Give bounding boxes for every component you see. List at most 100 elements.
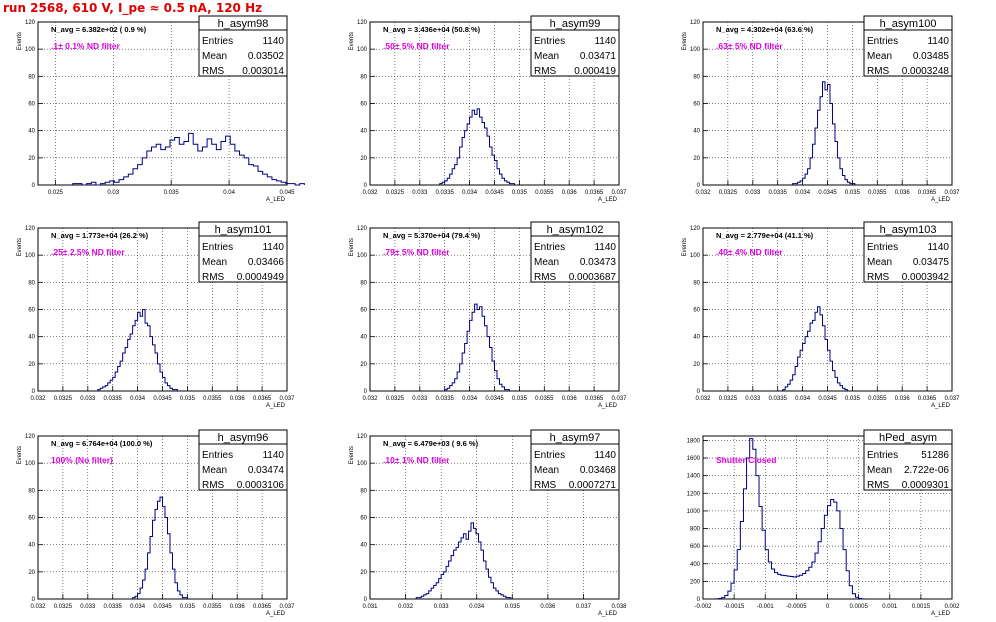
- x-tick-label: 0.036: [562, 190, 578, 196]
- histogram-name: h_asym96: [218, 432, 269, 444]
- y-tick-label: 0: [32, 597, 36, 603]
- stats-box: [530, 443, 620, 491]
- histogram-panel-h_asym98: 0.025 0.03 0.035 0.04 0.045 0 20 40 60 80 100 120Ev…: [17, 15, 305, 203]
- navg-text: N_avg = 1.773e+04 (26.2 %): [51, 231, 149, 240]
- filter-annotation: .1± 0.1% ND filter: [51, 41, 121, 51]
- x-tick-label: 0.036: [230, 604, 246, 610]
- stats-label: Mean: [534, 51, 559, 62]
- histogram-series: [439, 108, 515, 185]
- stats-value: 0.000419: [574, 66, 616, 77]
- stats-value: 0.03466: [248, 257, 285, 268]
- navg-text: N_avg = 6.382e+02 ( 0.9 %): [51, 25, 147, 34]
- x-tick-label: 0.034: [130, 396, 146, 402]
- y-tick-label: 0: [364, 389, 368, 395]
- x-tick-label: 0.0355: [868, 396, 887, 402]
- x-tick-label: 0.032: [30, 604, 46, 610]
- stats-label: RMS: [867, 272, 890, 283]
- histogram-series: [415, 522, 512, 599]
- x-tick-label: 0.0325: [386, 396, 405, 402]
- x-axis-title: A_LED: [266, 611, 286, 617]
- y-tick-label: 100: [25, 461, 36, 467]
- y-tick-label: 1000: [687, 509, 701, 515]
- navg-text: N_avg = 5.370e+04 (79.4 %): [383, 231, 481, 240]
- x-tick-label: 0.035: [845, 190, 861, 196]
- x-tick-label: 0.037: [944, 396, 960, 402]
- x-tick-label: 0.0345: [485, 190, 504, 196]
- y-tick-label: 0: [364, 597, 368, 603]
- y-tick-label: 60: [28, 308, 35, 314]
- y-tick-label: 0: [697, 183, 701, 189]
- x-tick-label: 0.0355: [535, 190, 554, 196]
- navg-text: N_avg = 3.436e+04 (50.8 %): [383, 25, 481, 34]
- stats-label: RMS: [202, 480, 225, 491]
- x-tick-label: 0.0345: [153, 604, 172, 610]
- histogram-series: [782, 306, 848, 391]
- y-tick-label: 0: [32, 183, 36, 189]
- stats-label: RMS: [534, 272, 557, 283]
- y-tick-label: 40: [360, 335, 367, 341]
- x-axis-title: A_LED: [931, 403, 951, 409]
- x-tick-label: 0.0325: [719, 190, 738, 196]
- y-axis-title: Events: [17, 238, 23, 256]
- histogram-series: [714, 438, 866, 600]
- x-tick-label: 0.0005: [849, 604, 868, 610]
- y-tick-label: 20: [360, 362, 367, 368]
- x-tick-label: 0.032: [362, 190, 378, 196]
- filter-annotation: 100% (No filter): [51, 455, 113, 465]
- x-tick-label: 0.033: [745, 190, 761, 196]
- histogram-series: [72, 132, 305, 186]
- y-tick-label: 60: [693, 308, 700, 314]
- x-axis-title: A_LED: [598, 611, 618, 617]
- x-axis-title: A_LED: [598, 197, 618, 203]
- x-tick-label: 0.035: [164, 190, 180, 196]
- y-tick-label: 100: [357, 47, 368, 53]
- stats-label: Entries: [534, 242, 565, 253]
- stats-value: 1140: [594, 242, 616, 253]
- x-tick-label: 0.0365: [253, 604, 272, 610]
- stats-label: RMS: [867, 480, 890, 491]
- y-tick-label: 0: [32, 389, 36, 395]
- x-tick-label: 0.034: [462, 396, 478, 402]
- y-tick-label: 20: [360, 570, 367, 576]
- x-axis-title: A_LED: [931, 197, 951, 203]
- x-tick-label: 0.0345: [818, 396, 837, 402]
- y-tick-label: 60: [360, 516, 367, 522]
- x-tick-label: -0.001: [757, 604, 775, 610]
- stats-label: Mean: [202, 465, 227, 476]
- x-tick-label: 0.0365: [253, 396, 272, 402]
- histogram-series: [97, 309, 178, 391]
- x-tick-label: 0.035: [845, 396, 861, 402]
- x-tick-label: 0.001: [882, 604, 898, 610]
- navg-text: N_avg = 6.764e+04 (100.0 %): [51, 439, 153, 448]
- histogram-name: h_asym102: [547, 224, 604, 236]
- histogram-name: h_asym103: [880, 224, 937, 236]
- histogram-name: h_asym101: [215, 224, 272, 236]
- x-tick-label: 0.036: [895, 190, 911, 196]
- filter-annotation: .10± 1% ND filter: [383, 455, 450, 465]
- histogram-panel-h_asym99: 0.032 0.0325 0.033 0.0335 0.034 0.0345 0.035 0.…: [349, 15, 627, 203]
- y-tick-label: 40: [360, 129, 367, 135]
- y-tick-label: 40: [360, 543, 367, 549]
- stats-label: RMS: [534, 480, 557, 491]
- x-tick-label: 0.0325: [386, 190, 405, 196]
- y-tick-label: 60: [360, 308, 367, 314]
- y-tick-label: 0: [697, 597, 701, 603]
- x-tick-label: 0.032: [362, 396, 378, 402]
- x-tick-label: 0.035: [512, 396, 528, 402]
- x-tick-label: 0.033: [412, 396, 428, 402]
- filter-annotation: Shutter Closed: [716, 455, 776, 465]
- x-tick-label: 0.0365: [585, 190, 604, 196]
- y-tick-label: 20: [28, 362, 35, 368]
- stats-box: [530, 29, 620, 77]
- stats-box: [198, 443, 288, 491]
- stats-value: 0.03474: [248, 465, 285, 476]
- y-tick-label: 100: [25, 47, 36, 53]
- y-tick-label: 100: [357, 461, 368, 467]
- x-axis-title: A_LED: [598, 403, 618, 409]
- stats-label: Mean: [534, 257, 559, 268]
- x-tick-label: 0.037: [611, 396, 627, 402]
- y-tick-label: 120: [690, 226, 701, 232]
- x-tick-label: 0.034: [795, 396, 811, 402]
- y-tick-label: 800: [690, 527, 701, 533]
- filter-annotation: .25± 2.5% ND filter: [51, 247, 125, 257]
